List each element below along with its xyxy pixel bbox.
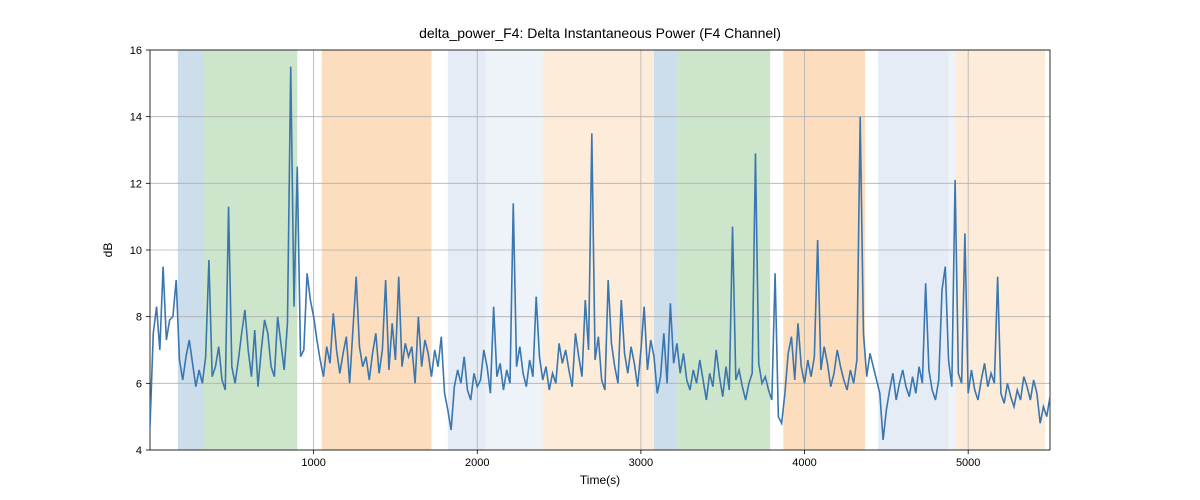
tick-label-x: 3000 xyxy=(629,457,653,469)
tick-label-x: 4000 xyxy=(792,457,816,469)
tick-label-y: 16 xyxy=(130,45,142,57)
x-axis-label: Time(s) xyxy=(580,473,620,487)
chart-container: { "chart": { "type": "line", "title": "d… xyxy=(0,0,1200,500)
tick-label-y: 12 xyxy=(130,178,142,190)
eeg-power-chart: 1000 2000 3000 4000 5000 4 6 8 10 12 14 16 Time(s) dB… xyxy=(0,0,1200,500)
tick-label-x: 2000 xyxy=(465,457,489,469)
plot-area: 1000 2000 3000 4000 5000 4 6 8 10 12 14 16 Time(s) dB… xyxy=(101,25,1063,487)
tick-label-x: 1000 xyxy=(301,457,325,469)
tick-label-y: 14 xyxy=(130,112,142,124)
y-axis-label: dB xyxy=(101,243,115,258)
tick-label-x: 5000 xyxy=(956,457,980,469)
tick-label-y: 10 xyxy=(130,245,142,257)
tick-label-y: 6 xyxy=(136,378,142,390)
tick-label-y: 4 xyxy=(136,445,142,457)
chart-title: delta_power_F4: Delta Instantaneous Powe… xyxy=(419,25,781,41)
tick-label-y: 8 xyxy=(136,312,142,324)
